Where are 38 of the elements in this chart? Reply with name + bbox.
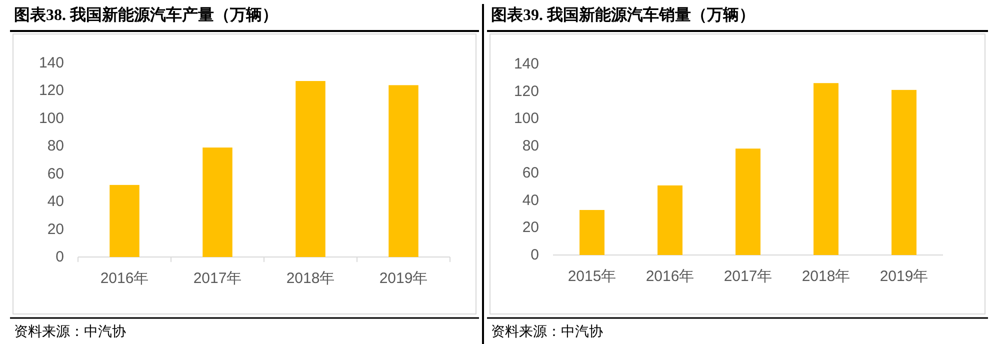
bar bbox=[110, 184, 140, 257]
bar bbox=[814, 83, 838, 255]
y-tick-label: 20 bbox=[47, 220, 64, 238]
y-tick-label: 120 bbox=[514, 82, 539, 100]
y-tick-label: 140 bbox=[514, 56, 539, 72]
bar bbox=[202, 148, 232, 257]
x-tick-label: 2016年 bbox=[100, 270, 149, 287]
bar bbox=[580, 210, 604, 255]
text: 资料来源：中汽协 bbox=[14, 324, 126, 340]
x-tick-label: 2017年 bbox=[193, 270, 242, 287]
chart-title: 图表39. 我国新能源汽车销量（万辆） bbox=[491, 6, 755, 24]
y-tick-label: 80 bbox=[522, 137, 539, 154]
x-tick-label: 2018年 bbox=[802, 268, 850, 285]
bar bbox=[388, 85, 418, 257]
bar bbox=[892, 90, 916, 255]
text: 资料来源：中汽协 bbox=[491, 324, 603, 340]
x-tick-label: 2016年 bbox=[646, 268, 694, 285]
y-tick-label: 100 bbox=[514, 110, 539, 128]
y-tick-label: 60 bbox=[47, 165, 64, 182]
y-tick-label: 120 bbox=[38, 82, 64, 100]
y-tick-label: 60 bbox=[522, 164, 539, 182]
chart-title: 图表38. 我国新能源汽车产量（万辆） bbox=[14, 6, 278, 24]
bar bbox=[736, 148, 760, 255]
x-tick-label: 2015年 bbox=[568, 268, 616, 285]
y-tick-label: 20 bbox=[522, 219, 539, 236]
y-tick-label: 40 bbox=[47, 193, 64, 210]
x-tick-label: 2019年 bbox=[379, 270, 428, 287]
y-tick-label: 100 bbox=[38, 110, 64, 127]
bar bbox=[658, 185, 682, 255]
y-tick-label: 0 bbox=[530, 246, 539, 264]
y-tick-label: 80 bbox=[47, 138, 64, 155]
bar bbox=[296, 81, 326, 257]
y-tick-label: 40 bbox=[522, 192, 539, 209]
y-tick-label: 0 bbox=[56, 248, 64, 266]
x-tick-label: 2017年 bbox=[724, 268, 772, 285]
x-tick-label: 2019年 bbox=[880, 268, 928, 285]
y-tick-label: 140 bbox=[38, 54, 64, 72]
x-tick-label: 2018年 bbox=[286, 270, 335, 287]
